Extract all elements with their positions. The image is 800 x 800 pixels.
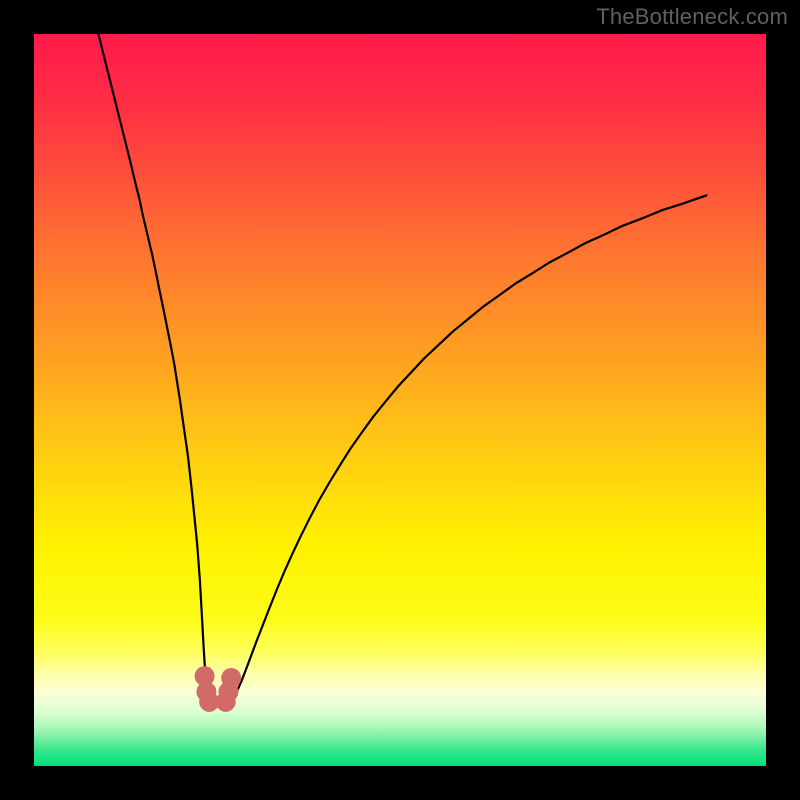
chart-stage: TheBottleneck.com bbox=[0, 0, 800, 800]
watermark-text: TheBottleneck.com bbox=[596, 4, 788, 30]
chart-svg bbox=[0, 0, 800, 800]
